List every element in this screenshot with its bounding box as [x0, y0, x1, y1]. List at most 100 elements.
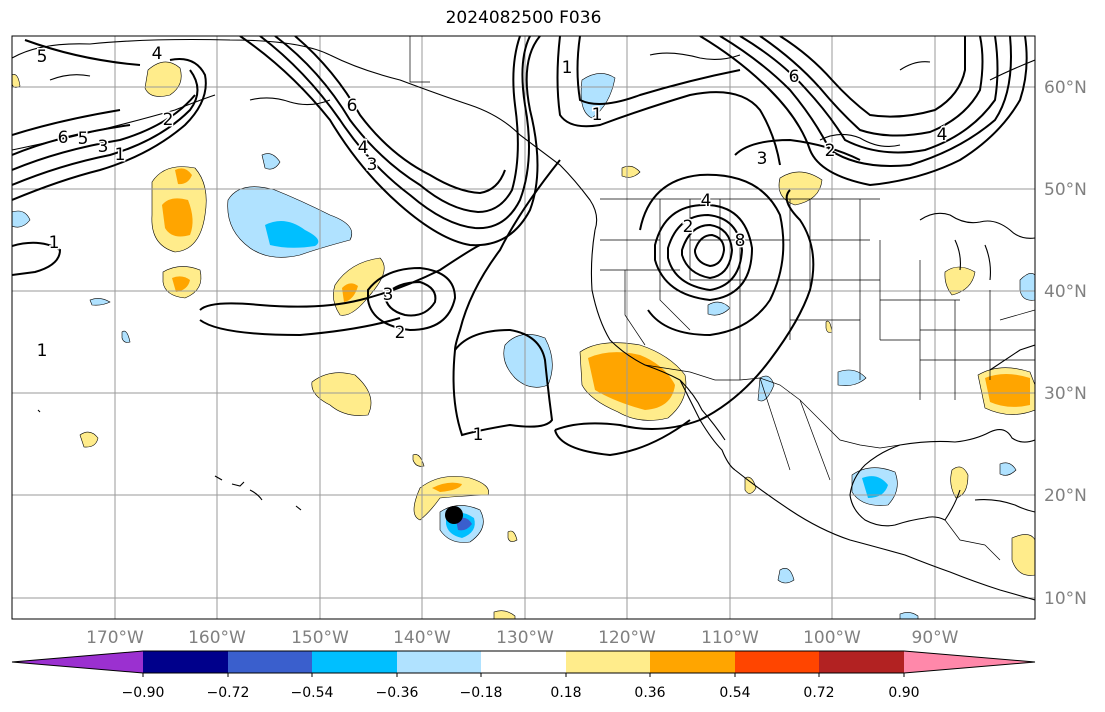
contour-label: 1	[562, 58, 573, 78]
contour-line	[294, 36, 506, 195]
colorbar-tick-label: −0.72	[207, 685, 250, 701]
contour-line	[199, 244, 481, 311]
positive-anomaly-core	[342, 283, 358, 302]
lon-tick-label: 140°W	[393, 628, 451, 648]
negative-anomaly	[261, 153, 281, 170]
contour-label: 4	[152, 44, 163, 64]
colorbar-tick-label: 0.90	[888, 685, 919, 701]
colorbar-segment	[566, 651, 650, 673]
contour-label: 5	[78, 129, 89, 149]
colorbar-tick-label: 0.18	[550, 685, 581, 701]
contour-line	[681, 223, 734, 280]
lat-tick-label: 30°N	[1044, 384, 1087, 404]
colorbar-segment	[819, 651, 904, 673]
contour-line	[274, 36, 521, 214]
negative-anomaly	[12, 210, 31, 228]
contour-label: 2	[683, 217, 694, 237]
colorbar-segment	[735, 651, 819, 673]
contour-label: 4	[937, 125, 948, 145]
positive-anomaly-core	[162, 198, 193, 237]
lon-tick-labels: 170°W 160°W 150°W 140°W 130°W 120°W 110°…	[86, 628, 959, 648]
colorbar-segment	[397, 651, 481, 673]
contour-line	[12, 58, 207, 201]
contour-line	[259, 36, 531, 230]
colorbar-tick-label: −0.18	[460, 685, 503, 701]
negative-anomaly	[1019, 273, 1035, 301]
colorbar-segment	[481, 651, 566, 673]
contour-line	[694, 233, 726, 268]
colorbar-labels: −0.90 −0.72 −0.54 −0.36 −0.18 0.18 0.36 …	[122, 685, 920, 701]
colorbar-extend-low	[12, 651, 143, 673]
colorbar-segment	[312, 651, 397, 673]
contour-line	[699, 36, 1028, 187]
negative-anomaly	[757, 375, 775, 402]
colorbar-tick-label: 0.36	[634, 685, 665, 701]
positive-anomaly	[744, 476, 757, 494]
contour-line	[759, 36, 984, 137]
contour-line	[719, 36, 1012, 167]
lon-tick-label: 110°W	[701, 628, 759, 648]
contour-line	[12, 94, 196, 171]
contour-line	[554, 189, 815, 431]
contour-label: 4	[358, 138, 369, 158]
positive-anomaly-core	[432, 482, 462, 492]
contour-line	[454, 159, 561, 351]
contour-line	[383, 280, 437, 317]
contour-line	[554, 419, 691, 457]
positive-anomaly	[507, 530, 518, 542]
negative-anomaly	[837, 369, 867, 386]
contour-label: 3	[98, 137, 109, 157]
contour-label: 1	[592, 105, 603, 125]
positive-anomaly	[12, 74, 21, 88]
positive-anomaly-core	[172, 276, 190, 292]
positive-anomaly	[1011, 534, 1035, 576]
contour-line	[452, 328, 554, 437]
lon-tick-label: 150°W	[291, 628, 349, 648]
lat-tick-label: 60°N	[1044, 78, 1087, 98]
positive-anomaly	[412, 454, 425, 467]
positive-anomaly	[79, 431, 99, 448]
contour-line	[654, 203, 754, 302]
contour-line	[639, 173, 785, 337]
contour-label: 1	[49, 233, 60, 253]
positive-anomaly-core	[175, 168, 192, 185]
colorbar-tick-label: −0.90	[122, 685, 165, 701]
contour-labels: 5 4 6 5 3 1 2 1 1 6 4 3 3 2 1 1 6 3 4 2 …	[35, 43, 949, 447]
contour-label: 3	[383, 285, 394, 305]
storm-marker	[445, 506, 463, 524]
lon-tick-label: 120°W	[598, 628, 656, 648]
positive-anomaly-core	[985, 374, 1030, 407]
contour-label: 8	[735, 231, 746, 251]
contour-label: 1	[115, 145, 126, 165]
contour-line	[779, 36, 966, 118]
lat-tick-label: 40°N	[1044, 282, 1087, 302]
contour-line	[239, 36, 541, 247]
contour-line	[199, 317, 401, 337]
contour-label: 3	[757, 149, 768, 169]
contour-label: 6	[789, 67, 800, 87]
contour-line	[667, 213, 744, 292]
contour-line	[12, 124, 131, 156]
colorbar	[11, 650, 1036, 677]
plot-frame	[11, 35, 1036, 620]
shaded-anomalies	[12, 61, 1035, 619]
colorbar-extend-high	[904, 651, 1035, 673]
lon-tick-label: 170°W	[86, 628, 144, 648]
colorbar-tick-label: −0.36	[376, 685, 419, 701]
contour-line	[556, 36, 781, 166]
contour-line	[576, 36, 741, 105]
contour-label: 4	[701, 191, 712, 211]
lon-tick-label: 100°W	[803, 628, 861, 648]
negative-anomaly-core	[265, 221, 319, 248]
contours	[12, 36, 1028, 457]
colorbar-segment	[650, 651, 735, 673]
lat-tick-labels: 60°N 50°N 40°N 30°N 20°N 10°N	[1044, 78, 1087, 609]
lon-tick-label: 130°W	[496, 628, 554, 648]
contour-line	[12, 109, 121, 136]
negative-anomaly	[227, 186, 353, 258]
contour-label: 3	[367, 155, 378, 175]
negative-anomaly	[777, 568, 795, 584]
contour-line	[12, 241, 62, 276]
negative-anomaly-core	[862, 476, 888, 498]
